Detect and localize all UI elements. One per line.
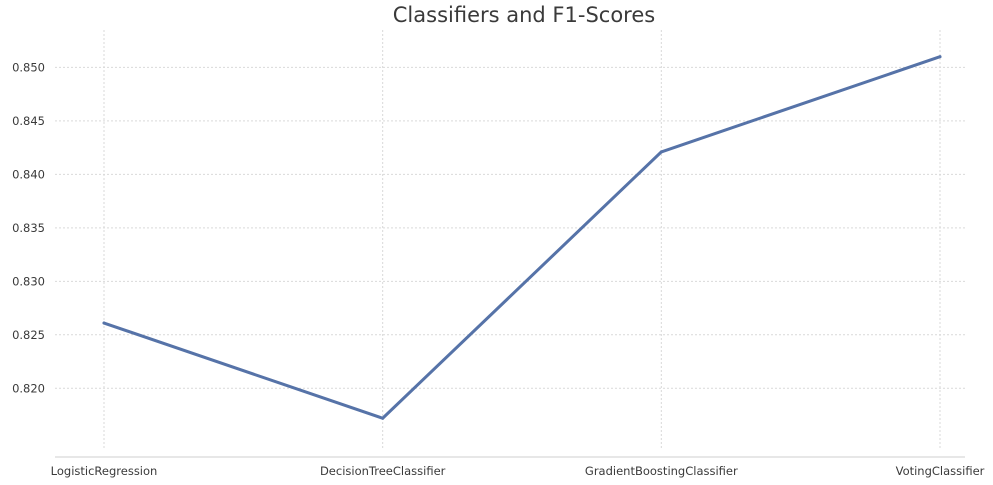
grid [55, 30, 965, 448]
y-tick-label: 0.835 [12, 221, 45, 235]
y-tick-label: 0.825 [12, 328, 45, 342]
series-line [102, 55, 942, 420]
y-tick-label: 0.820 [12, 381, 45, 395]
x-axis-ticks: LogisticRegression DecisionTreeClassifier… [51, 464, 985, 478]
data-point [102, 321, 106, 325]
y-tick-label: 0.830 [12, 274, 45, 288]
y-tick-label: 0.845 [12, 114, 45, 128]
x-tick-label: LogisticRegression [51, 464, 158, 478]
data-point [381, 416, 385, 420]
chart-title: Classifiers and F1-Scores [393, 3, 655, 27]
data-point [938, 55, 942, 59]
y-tick-label: 0.840 [12, 167, 45, 181]
y-tick-label: 0.850 [12, 60, 45, 74]
y-axis-ticks: 0.820 0.825 0.830 0.835 0.840 0.845 0.850 [12, 60, 45, 395]
x-tick-label: GradientBoostingClassifier [585, 464, 738, 478]
data-point [659, 150, 663, 154]
x-tick-label: DecisionTreeClassifier [320, 464, 446, 478]
x-tick-label: VotingClassifier [896, 464, 985, 478]
series [102, 55, 942, 420]
